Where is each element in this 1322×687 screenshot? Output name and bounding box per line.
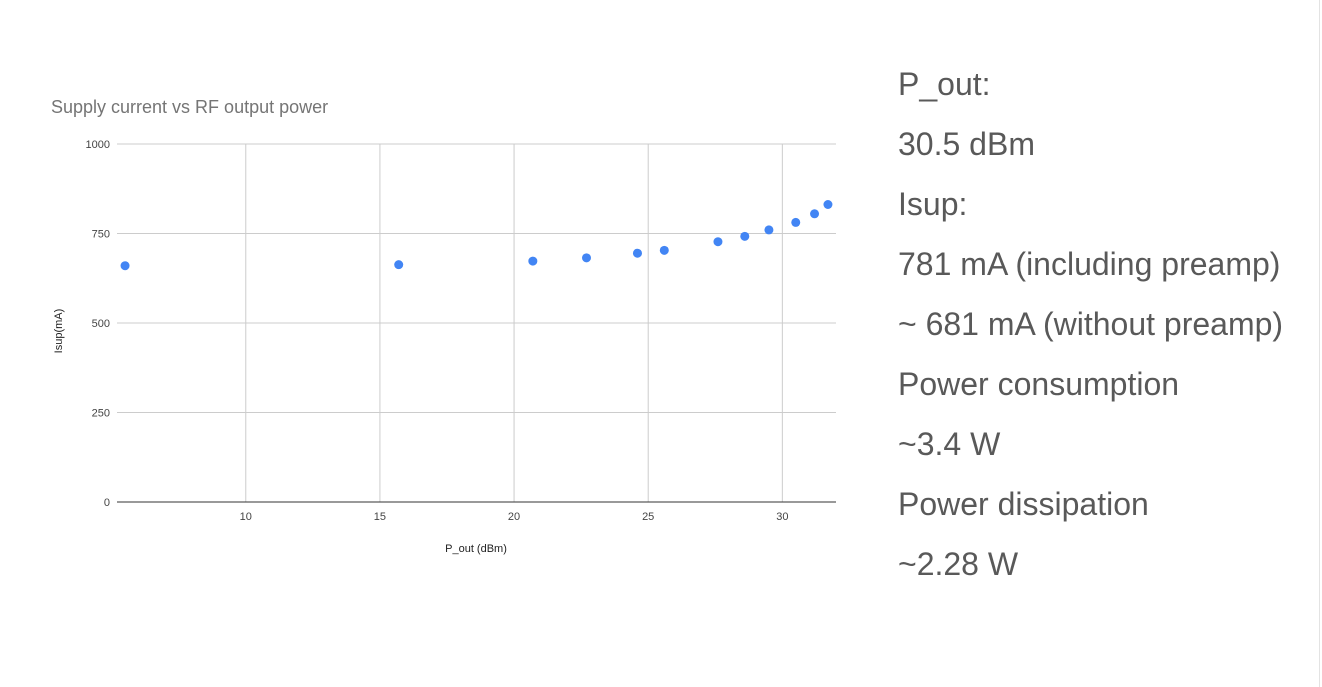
- x-axis-label: P_out (dBm): [445, 543, 507, 555]
- data-point: [581, 253, 591, 263]
- data-point: [791, 217, 801, 227]
- scatter-chart: 0 250 500 750 1000 10 15 20 25 30 P_out (dBm) Isup(…: [53, 139, 836, 555]
- data-point: [394, 260, 404, 270]
- info-isup-with-preamp: 781 mA (including preamp): [898, 246, 1281, 282]
- info-power-dissipation-value: ~2.28 W: [898, 546, 1019, 582]
- data-point: [120, 261, 130, 271]
- slide-edge-divider: [1319, 0, 1320, 687]
- info-power-consumption-label: Power consumption: [898, 366, 1180, 402]
- info-power-consumption-value: ~3.4 W: [898, 426, 1001, 462]
- y-axis-label: Isup(mA): [53, 309, 65, 354]
- data-point: [740, 231, 750, 241]
- y-tick-label: 250: [92, 408, 110, 420]
- y-tick-label: 1000: [86, 139, 110, 151]
- x-tick-label: 15: [374, 511, 386, 523]
- info-pout-value: 30.5 dBm: [898, 126, 1035, 162]
- y-tick-label: 500: [92, 318, 110, 330]
- info-isup-label: Isup:: [898, 186, 968, 222]
- info-panel: P_out: 30.5 dBm Isup: 781 mA (including …: [898, 54, 1313, 594]
- data-point: [810, 209, 820, 219]
- x-tick-label: 20: [508, 511, 520, 523]
- chart-title: Supply current vs RF output power: [51, 97, 329, 117]
- data-point: [632, 248, 642, 258]
- data-point: [659, 245, 669, 255]
- info-pout-label: P_out:: [898, 66, 991, 102]
- y-tick-label: 0: [104, 497, 110, 509]
- data-point: [764, 225, 774, 235]
- x-tick-label: 25: [642, 511, 654, 523]
- data-point: [713, 237, 723, 247]
- y-tick-label: 750: [92, 229, 110, 241]
- x-tick-label: 10: [240, 511, 252, 523]
- info-isup-without-preamp: ~ 681 mA (without preamp): [898, 306, 1284, 342]
- info-power-dissipation-label: Power dissipation: [898, 486, 1149, 522]
- data-point: [823, 200, 833, 210]
- x-tick-label: 30: [776, 511, 788, 523]
- data-point: [528, 256, 538, 266]
